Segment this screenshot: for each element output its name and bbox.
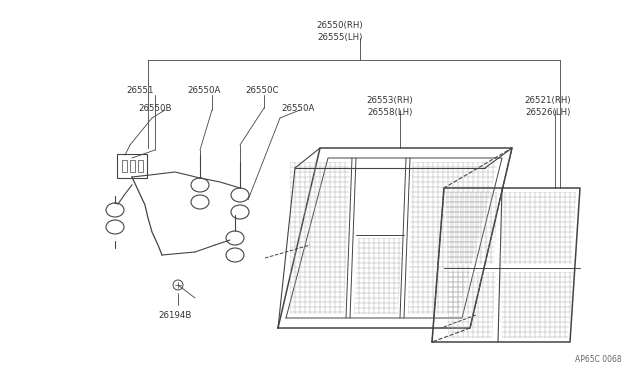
Text: 26551: 26551: [126, 86, 154, 94]
Text: 26558(LH): 26558(LH): [367, 108, 413, 116]
Text: 26550A: 26550A: [282, 103, 315, 112]
Text: 26550C: 26550C: [245, 86, 279, 94]
Bar: [138, 160, 143, 172]
Bar: [130, 160, 135, 172]
Bar: [122, 160, 127, 172]
Text: 26550B: 26550B: [138, 103, 172, 112]
Text: 26194B: 26194B: [158, 311, 192, 320]
Text: 26526(LH): 26526(LH): [525, 108, 571, 116]
FancyBboxPatch shape: [117, 154, 147, 178]
Text: AP65C 0068: AP65C 0068: [575, 356, 621, 365]
Text: 26555(LH): 26555(LH): [317, 32, 363, 42]
Text: 26550(RH): 26550(RH): [317, 20, 364, 29]
Text: 26550A: 26550A: [188, 86, 221, 94]
Text: 26521(RH): 26521(RH): [525, 96, 572, 105]
Text: 26553(RH): 26553(RH): [367, 96, 413, 105]
